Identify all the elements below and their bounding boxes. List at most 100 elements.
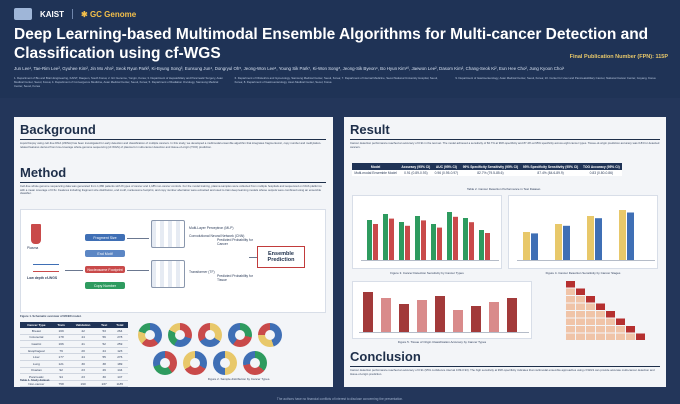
method-text: Cell-free whole genome sequencing data w… bbox=[20, 184, 322, 196]
x-axis bbox=[359, 332, 529, 333]
matrix-cell bbox=[596, 311, 605, 318]
matrix-cell bbox=[576, 326, 585, 333]
model-label: Transformer (TF) bbox=[189, 270, 215, 274]
table-header-cell: Total bbox=[111, 322, 128, 328]
table-cell: 121 bbox=[52, 360, 70, 368]
table-cell: 0.83 (0.80-0.86) bbox=[580, 170, 622, 177]
logos: KAIST ✱ GC Genome bbox=[14, 8, 136, 20]
conclusion-text: Cancer detection performance reached an … bbox=[350, 368, 655, 376]
bar bbox=[399, 304, 409, 332]
model-label: Multi-Layer Perceptron (MLP) bbox=[189, 226, 234, 230]
arrow bbox=[65, 270, 83, 271]
output-label: Predicted Probability for Cancer bbox=[217, 238, 253, 246]
table-cell: 56 bbox=[96, 334, 112, 342]
table-cell: 237 bbox=[96, 380, 112, 388]
bar bbox=[453, 310, 463, 332]
neural-network-icon bbox=[151, 220, 185, 248]
figure5-caption: Figure 5. Tissue of Origin Classificatio… bbox=[397, 340, 487, 344]
bar bbox=[595, 218, 602, 260]
matrix-cell bbox=[586, 296, 595, 303]
model-label: Convolutional Neural Network (CNN) bbox=[189, 234, 245, 238]
donut-chart bbox=[213, 351, 237, 375]
table-row: Ovarian 92 23 29 144 bbox=[20, 367, 128, 375]
matrix-cell bbox=[576, 296, 585, 303]
table-cell: 53 bbox=[96, 328, 112, 335]
table-row: Colorectal 178 44 56 278 bbox=[20, 334, 128, 342]
table-cell: 758 bbox=[52, 380, 70, 388]
table-cell: Pancreatic bbox=[20, 373, 53, 381]
matrix-cell bbox=[616, 333, 625, 340]
matrix-cell bbox=[566, 333, 575, 340]
table-header-cell: 95% Specificity Sensitivity (95% CI) bbox=[520, 163, 581, 170]
table-cell: 20 bbox=[69, 347, 97, 355]
table-cell: 177 bbox=[52, 353, 70, 361]
table-header-cell: Accuracy (95% CI) bbox=[399, 163, 433, 170]
too-accuracy-svg bbox=[359, 292, 529, 333]
table-cell: Esophageal bbox=[20, 347, 53, 355]
bar bbox=[563, 225, 570, 260]
bar bbox=[479, 230, 484, 260]
matrix-cell bbox=[566, 288, 575, 295]
bar bbox=[555, 224, 562, 260]
feature-box: End Motif bbox=[85, 250, 125, 257]
table-cell: 55 bbox=[96, 353, 112, 361]
table-cell: 147 bbox=[111, 373, 128, 381]
table-cell: 1185 bbox=[111, 380, 128, 388]
bar bbox=[619, 210, 626, 260]
table-cell: Lung bbox=[20, 360, 53, 368]
bar bbox=[431, 224, 436, 260]
matrix-cell bbox=[626, 333, 635, 340]
matrix-cell bbox=[566, 296, 575, 303]
table-cell: 44 bbox=[69, 353, 97, 361]
sample-distribution-donuts: Figure 2. Sample distribution by Cancer … bbox=[134, 321, 330, 383]
table-cell: 169 bbox=[52, 328, 70, 335]
matrix-cell bbox=[606, 318, 615, 325]
table-header-cell: Test bbox=[96, 322, 112, 328]
sensitivity-by-type-svg bbox=[361, 212, 499, 261]
bar bbox=[469, 222, 474, 260]
matrix-cell bbox=[616, 318, 625, 325]
table-cell: 38 bbox=[96, 360, 112, 368]
bar bbox=[485, 233, 490, 260]
diagram-input-label: Plasma bbox=[27, 246, 39, 250]
table-cell: 94 bbox=[52, 373, 70, 381]
feature-box: Fragment Size bbox=[85, 234, 125, 241]
arrow bbox=[127, 238, 149, 239]
conclusion-heading: Conclusion bbox=[350, 349, 421, 364]
table-cell: Colorectal bbox=[20, 334, 53, 342]
table-header-cell: AUC (95% CI) bbox=[432, 163, 461, 170]
gc-genome-logo: ✱ GC Genome bbox=[81, 10, 136, 19]
table-cell: Breast bbox=[20, 328, 53, 335]
table-cell: 264 bbox=[111, 328, 128, 335]
donut-chart bbox=[153, 351, 177, 375]
diagram-input-label: Low depth cf-WGS bbox=[27, 276, 58, 280]
footer-text: The authors have no financial conflicts … bbox=[276, 397, 404, 401]
table-cell: 0.91 (0.89-0.93) bbox=[399, 170, 433, 177]
table-row: Multi-modal Ensemble Model 0.91 (0.89-0.9… bbox=[352, 170, 622, 177]
table-cell: 278 bbox=[111, 334, 128, 342]
kaist-logo: KAIST bbox=[40, 9, 64, 19]
table-cell: 87.4% (84.6-89.9) bbox=[520, 170, 581, 177]
bar bbox=[363, 292, 373, 332]
table-cell: 52 bbox=[96, 340, 112, 348]
poster-title: Deep Learning-based Multimodal Ensemble … bbox=[14, 26, 649, 62]
publication-number: Final Publication Number (FPN): 115P bbox=[569, 54, 668, 60]
table-cell: 276 bbox=[111, 353, 128, 361]
donut-chart bbox=[228, 323, 252, 347]
feature-box: Copy Number bbox=[85, 282, 125, 289]
table-row: Pancreatic 94 23 30 147 bbox=[20, 373, 128, 381]
table-cell: Ovarian bbox=[20, 367, 53, 375]
bar bbox=[489, 302, 499, 332]
method-heading: Method bbox=[20, 165, 67, 180]
matrix-cell bbox=[566, 281, 575, 288]
bar bbox=[587, 216, 594, 260]
table-cell: Liver bbox=[20, 353, 53, 361]
table-cell: 42 bbox=[69, 328, 97, 335]
affiliation-column: 6. Department of Obstetrics and Gynecolo… bbox=[234, 76, 438, 84]
matrix-cell bbox=[566, 326, 575, 333]
bar bbox=[463, 218, 468, 260]
bar bbox=[417, 300, 427, 332]
donut-chart bbox=[198, 323, 222, 347]
feature-box: Nucleosome Footprint bbox=[85, 266, 125, 273]
